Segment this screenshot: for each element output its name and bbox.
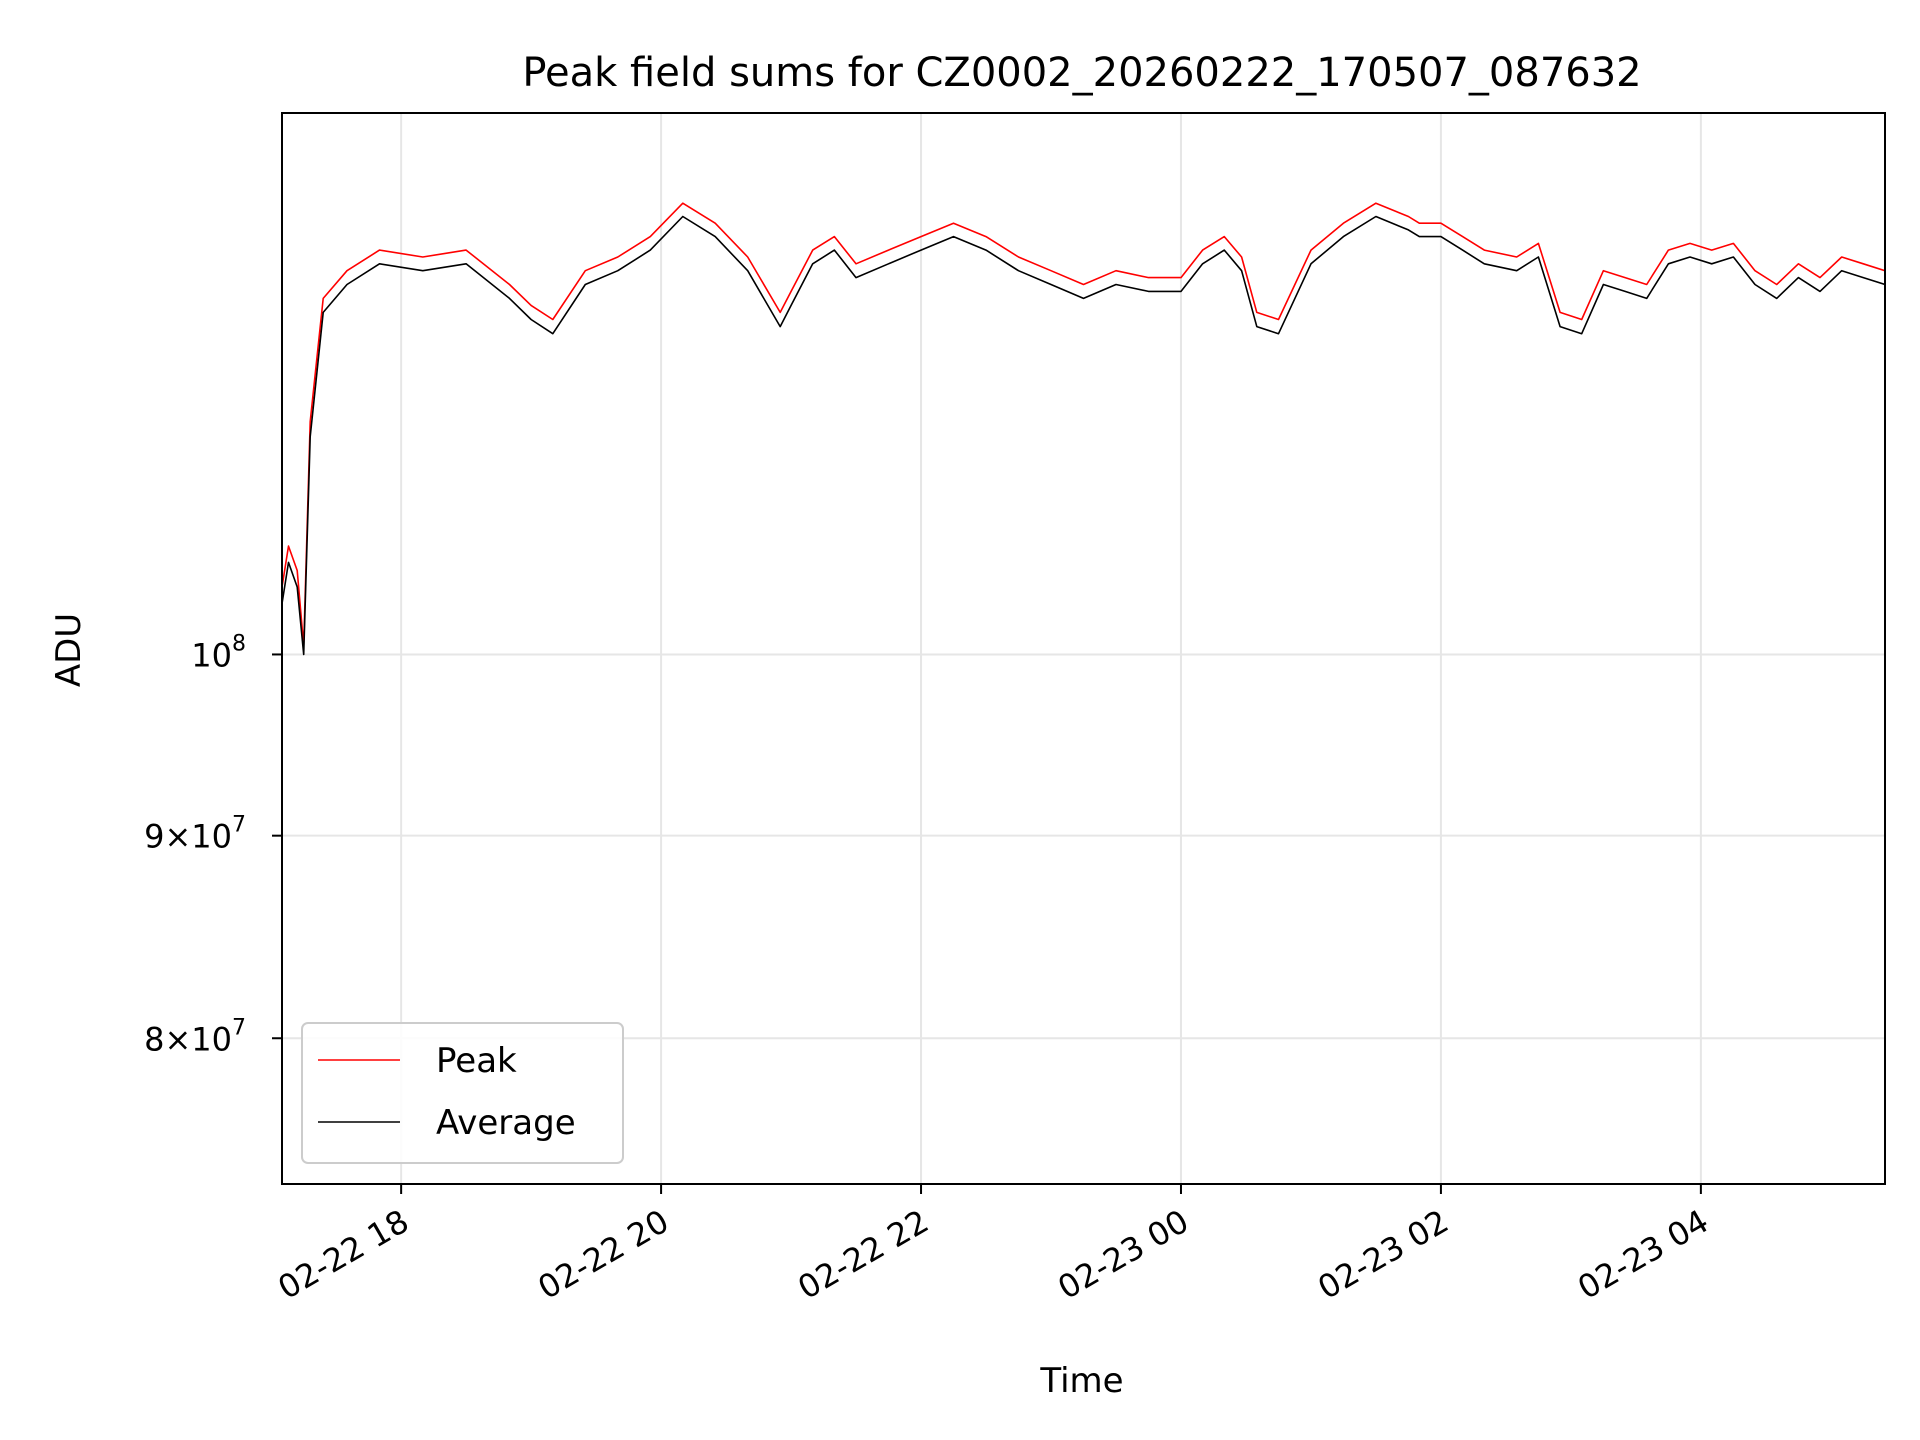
legend: Peak Average: [301, 1022, 624, 1164]
legend-box: [301, 1022, 624, 1164]
grid-lines: [282, 113, 1885, 1184]
y-tick-label: 108: [191, 631, 246, 674]
y-axis-ticks: 108 9×107 8×107: [144, 631, 282, 1058]
plot-frame: [281, 112, 1886, 1185]
series-lines: [282, 202, 1885, 656]
plot-area: 02-22 18 02-22 20 02-22 22 02-23 00 02-23 02…: [144, 112, 1886, 1307]
legend-label-peak: Peak: [436, 1041, 517, 1081]
legend-label-average: Average: [436, 1103, 576, 1143]
series-line-peak: [282, 202, 1885, 647]
x-axis-label: Time: [1039, 1361, 1123, 1401]
y-tick-label: 8×107: [144, 1015, 246, 1058]
y-axis-label: ADU: [49, 613, 89, 687]
y-tick-label: 9×107: [144, 813, 246, 856]
plot-background: [282, 113, 1885, 1184]
series-line-average: [282, 215, 1885, 656]
chart-title: Peak field sums for CZ0002_20260222_1705…: [522, 50, 1641, 96]
